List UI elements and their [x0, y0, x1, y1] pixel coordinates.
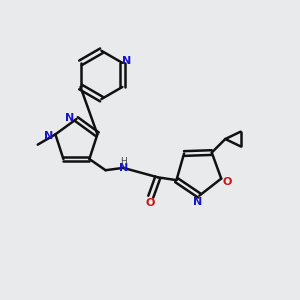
Text: N: N — [193, 196, 203, 206]
Text: H: H — [120, 157, 127, 166]
Text: O: O — [222, 176, 232, 187]
Text: N: N — [122, 56, 131, 66]
Text: O: O — [145, 198, 154, 208]
Text: N: N — [44, 131, 53, 141]
Text: N: N — [65, 113, 74, 124]
Text: N: N — [118, 164, 128, 173]
